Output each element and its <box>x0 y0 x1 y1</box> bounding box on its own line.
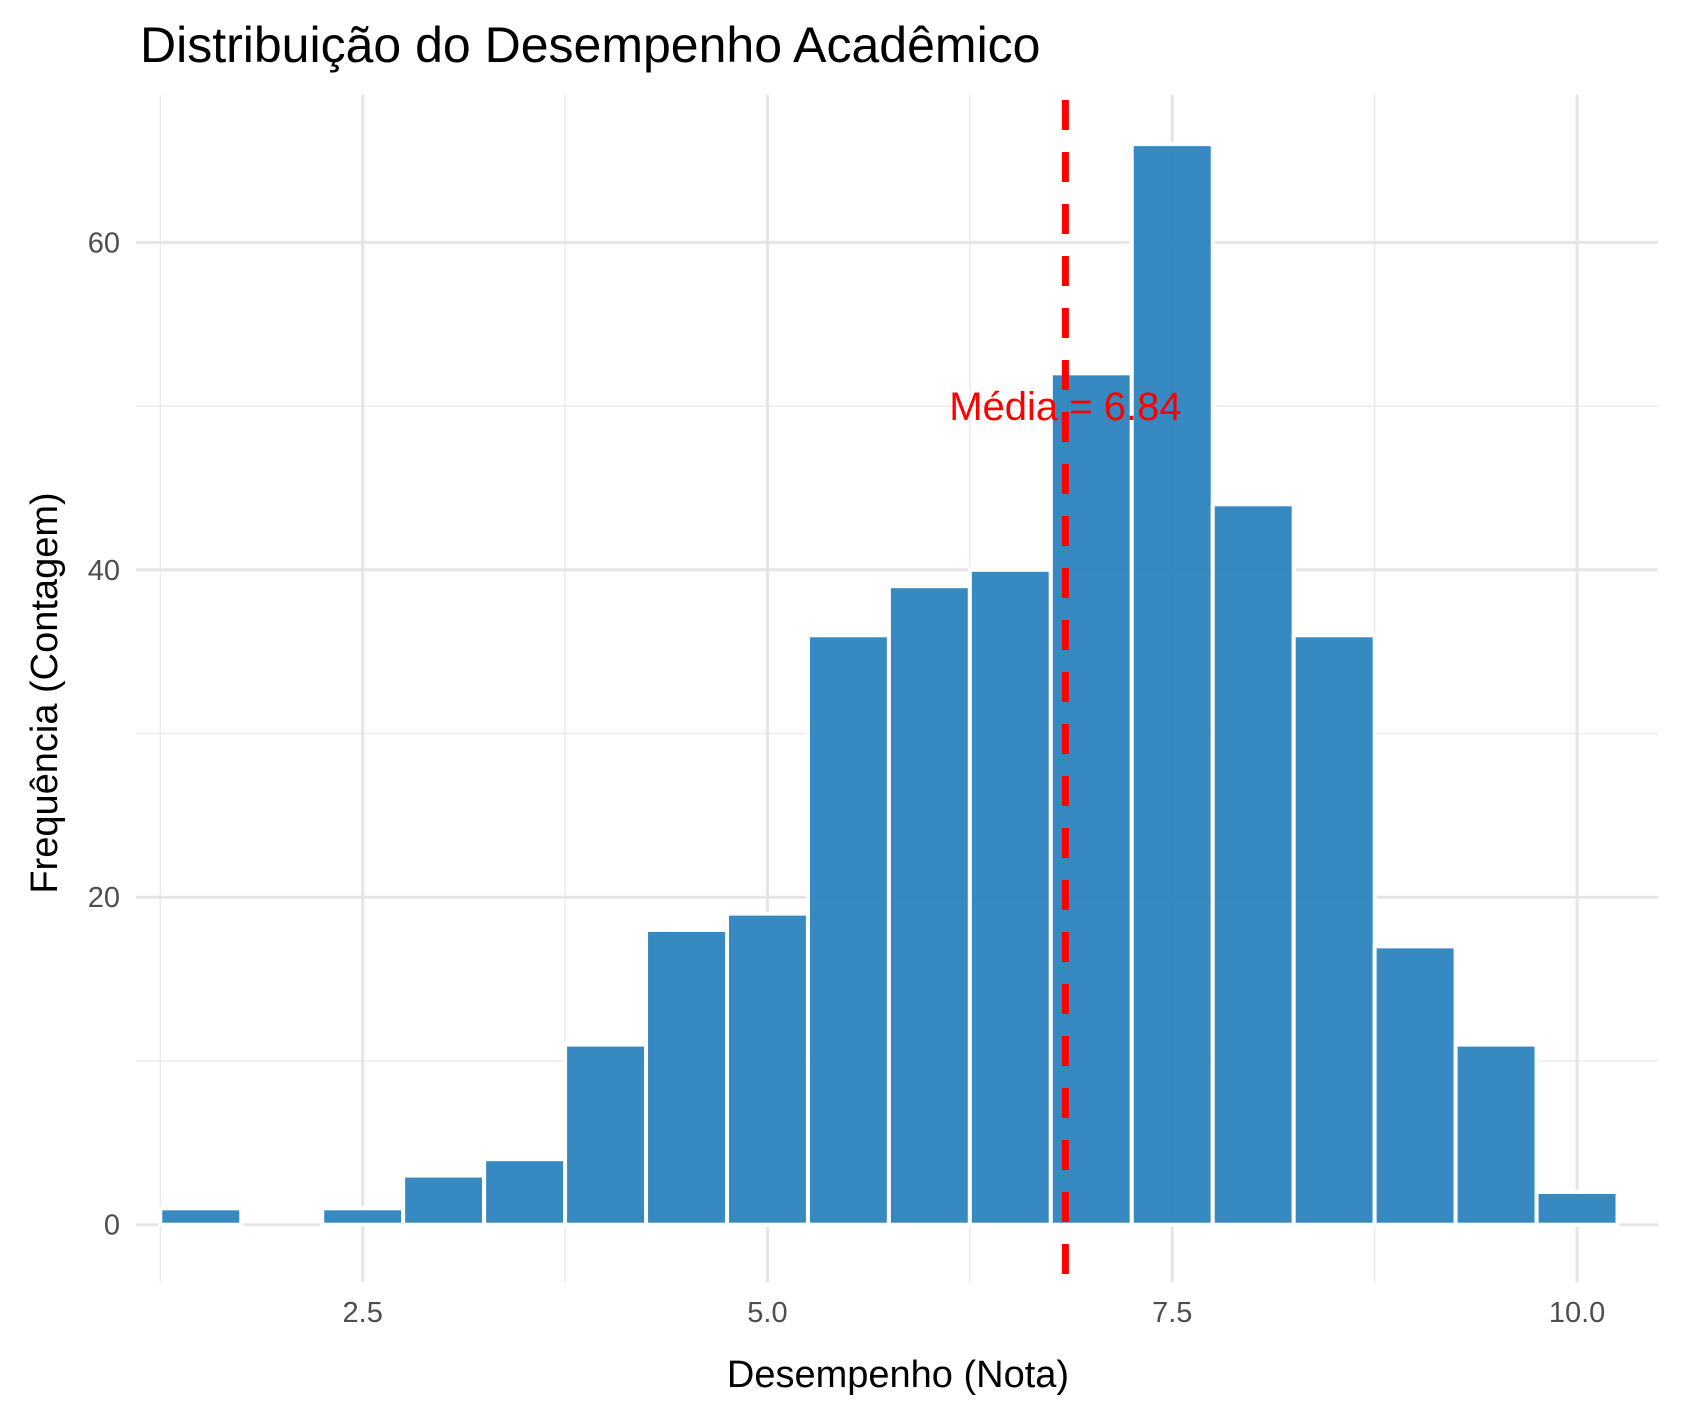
histogram-bar <box>563 1042 649 1227</box>
mean-annotation: Média = 6.84 <box>949 385 1181 429</box>
y-tick-label: 20 <box>88 882 120 914</box>
y-tick-label: 60 <box>88 227 120 259</box>
histogram-bar <box>886 584 972 1227</box>
y-tick-label: 0 <box>104 1210 120 1242</box>
histogram-bar <box>482 1157 568 1227</box>
x-tick-labels: 2.5 5.0 7.5 10.0 <box>343 1297 1606 1329</box>
mean-line-group: Média = 6.84 <box>949 100 1182 1282</box>
x-tick-label: 5.0 <box>747 1297 787 1329</box>
histogram-bar <box>1210 502 1296 1227</box>
histogram-bar <box>1129 142 1215 1227</box>
histogram-bar <box>644 927 729 1227</box>
histogram-bar <box>724 911 810 1227</box>
histogram-bar <box>1453 1042 1539 1227</box>
x-axis-title: Desempenho (Nota) <box>727 1354 1069 1396</box>
y-tick-label: 40 <box>88 555 120 587</box>
x-tick-label: 2.5 <box>343 1297 383 1329</box>
histogram-bar <box>320 1206 406 1227</box>
histogram-bar <box>158 1206 244 1227</box>
x-tick-label: 7.5 <box>1152 1297 1192 1329</box>
histogram-bar <box>1372 944 1458 1227</box>
histogram-bar <box>1534 1189 1620 1227</box>
y-axis-title: Frequência (Contagem) <box>24 492 66 893</box>
histogram-bar <box>401 1173 487 1227</box>
histogram-bars <box>158 142 1620 1227</box>
chart-title: Distribuição do Desempenho Acadêmico <box>140 17 1041 73</box>
histogram-bar <box>1291 633 1377 1227</box>
histogram-bar <box>967 567 1053 1227</box>
histogram-bar <box>805 633 891 1227</box>
y-tick-labels: 0 20 40 60 <box>88 227 120 1241</box>
x-tick-label: 10.0 <box>1549 1297 1605 1329</box>
